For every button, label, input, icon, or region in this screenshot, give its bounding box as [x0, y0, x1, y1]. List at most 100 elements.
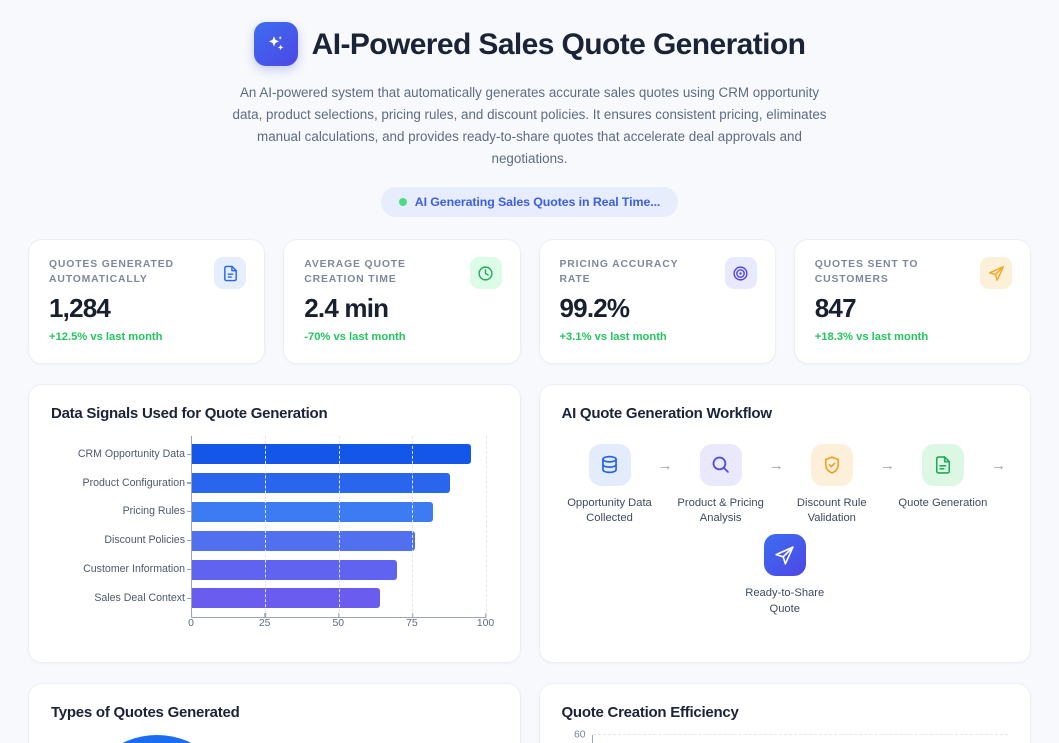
bar-row: CRM Opportunity Data [78, 444, 486, 465]
database-icon [588, 443, 631, 486]
workflow-step-label: Ready-to-Share Quote [745, 587, 825, 615]
bar-axis-tick [187, 453, 192, 455]
sparkle-icon [253, 22, 298, 66]
workflow-step-label: Opportunity Data Collected [567, 496, 652, 525]
quote-types-donut-chart [79, 734, 235, 743]
bar-x-tick-label: 0 [188, 612, 194, 629]
workflow-step-label: Discount Rule Validation [796, 496, 867, 525]
send-icon [763, 534, 806, 577]
workflow-final-step-row: Ready-to-Share Quote [562, 534, 1009, 616]
kpi-label: QUOTES SENT TO CUSTOMERS [814, 259, 919, 286]
target-icon [724, 257, 757, 290]
bar-axis-tick [187, 540, 192, 542]
status-badge: AI Generating Sales Quotes in Real Time.… [380, 187, 679, 218]
panel-title: AI Quote Generation Workflow [561, 404, 772, 422]
kpi-grid: QUOTES GENERATED AUTOMATICALLY 1,284 +12… [28, 239, 1031, 364]
bar-gridline [485, 435, 487, 617]
bar-fill [192, 473, 451, 494]
shield-check-icon [810, 443, 853, 486]
kpi-delta: +3.1% vs last month [559, 330, 667, 343]
bar-axis-tick [187, 597, 192, 599]
bar-fill [192, 501, 433, 522]
bar-gridline [412, 435, 414, 617]
bar-fill [192, 444, 471, 465]
col-plot-area: 4560 [574, 729, 1008, 743]
workflow-step-discount-validation: Discount Rule Validation [786, 443, 878, 526]
workflow-step-quote-generation: Quote Generation [897, 443, 989, 511]
page-header: AI-Powered Sales Quote Generation An AI-… [0, 0, 1059, 218]
kpi-delta: +18.3% vs last month [814, 330, 929, 343]
workflow-arrow-icon: → [879, 456, 895, 474]
kpi-label: AVERAGE QUOTE CREATION TIME [304, 259, 406, 286]
bar-category-label: Product Configuration [82, 476, 185, 489]
kpi-card-quotes-generated: QUOTES GENERATED AUTOMATICALLY 1,284 +12… [28, 239, 266, 364]
bar-x-tick-label: 50 [332, 612, 344, 629]
workflow-step-label: Product & Pricing Analysis [677, 496, 764, 525]
panel-title: Quote Creation Efficiency [561, 703, 739, 721]
bar-plot-area: CRM Opportunity Data Product Configuratio… [78, 435, 487, 618]
send-icon [980, 257, 1012, 290]
bar-fill [192, 588, 380, 609]
bar-axis-tick [187, 568, 192, 571]
workflow-step-pricing-analysis: Product & Pricing Analysis [675, 443, 767, 526]
bar-row: Sales Deal Context [94, 588, 486, 609]
bar-x-tick-label: 75 [406, 612, 418, 629]
bar-x-axis: 0 25 50 75 100 [188, 612, 494, 640]
workflow-arrow-icon: → [990, 456, 1006, 474]
bar-axis-tick [187, 482, 192, 484]
kpi-value: 1,284 [49, 292, 111, 323]
kpi-label: PRICING ACCURACY RATE [559, 259, 679, 286]
page-title: AI-Powered Sales Quote Generation [311, 27, 806, 61]
bar-fill [192, 559, 398, 580]
kpi-value: 847 [814, 292, 857, 323]
bar-gridline [338, 435, 340, 617]
bar-x-tick-label: 100 [477, 612, 494, 629]
bar-gridline [265, 435, 267, 617]
document-icon [921, 443, 964, 486]
page-subtitle: An AI-powered system that automatically … [232, 85, 827, 166]
panel-grid: Data Signals Used for Quote Generation C… [28, 383, 1031, 663]
search-icon [699, 443, 742, 486]
quote-types-panel: Types of Quotes Generated Standard Produ… [28, 682, 521, 743]
kpi-value: 99.2% [559, 292, 631, 323]
workflow-step-label: Quote Generation [898, 496, 988, 509]
bar-x-tick-mark [264, 612, 266, 618]
workflow-panel: AI Quote Generation Workflow Opportunity… [538, 383, 1031, 663]
kpi-delta: -70% vs last month [304, 330, 406, 343]
donut-chart-wrap: Standard Product 42% [51, 734, 498, 743]
bar-category-label: CRM Opportunity Data [77, 447, 185, 460]
bar-row: Pricing Rules [123, 501, 486, 522]
bar-x-tick-label: 25 [259, 612, 270, 629]
kpi-value: 2.4 min [304, 292, 389, 323]
panel-title: Types of Quotes Generated [51, 703, 240, 721]
kpi-card-quotes-sent: QUOTES SENT TO CUSTOMERS 847 +18.3% vs l… [793, 239, 1031, 364]
bar-rows: CRM Opportunity Data Product Configuratio… [78, 436, 486, 617]
workflow-step-ready-to-share: Ready-to-Share Quote [739, 534, 831, 616]
kpi-card-pricing-accuracy: PRICING ACCURACY RATE 99.2% +3.1% vs las… [538, 239, 776, 364]
col-gridline: 60 [574, 729, 1008, 740]
status-badge-label: AI Generating Sales Quotes in Real Time.… [414, 195, 661, 210]
data-signals-bar-chart: CRM Opportunity Data Product Configuratio… [51, 435, 498, 644]
bar-row: Product Configuration [83, 473, 486, 494]
data-signals-panel: Data Signals Used for Quote Generation C… [28, 383, 521, 663]
workflow-step-opportunity-data: Opportunity Data Collected [564, 443, 656, 526]
bar-row: Customer Information [83, 559, 486, 580]
kpi-label: QUOTES GENERATED AUTOMATICALLY [49, 259, 174, 286]
bottom-grid: Types of Quotes Generated Standard Produ… [28, 682, 1031, 743]
workflow-arrow-icon: → [657, 456, 673, 474]
kpi-delta: +12.5% vs last month [49, 330, 163, 343]
document-icon [214, 257, 247, 290]
status-dot-icon [398, 198, 407, 207]
bar-axis-tick [187, 511, 192, 513]
workflow-arrow-icon: → [768, 456, 784, 474]
bar-x-tick-mark [191, 612, 193, 618]
title-row: AI-Powered Sales Quote Generation [110, 22, 949, 66]
bar-x-tick-mark [411, 612, 414, 618]
clock-icon [469, 257, 502, 290]
bar-x-tick-mark [338, 612, 340, 618]
bar-category-label: Sales Deal Context [94, 591, 185, 604]
bar-category-label: Customer Information [83, 563, 185, 576]
quote-efficiency-panel: Quote Creation Efficiency 4560 [538, 682, 1031, 743]
bar-category-label: Discount Policies [104, 534, 185, 547]
